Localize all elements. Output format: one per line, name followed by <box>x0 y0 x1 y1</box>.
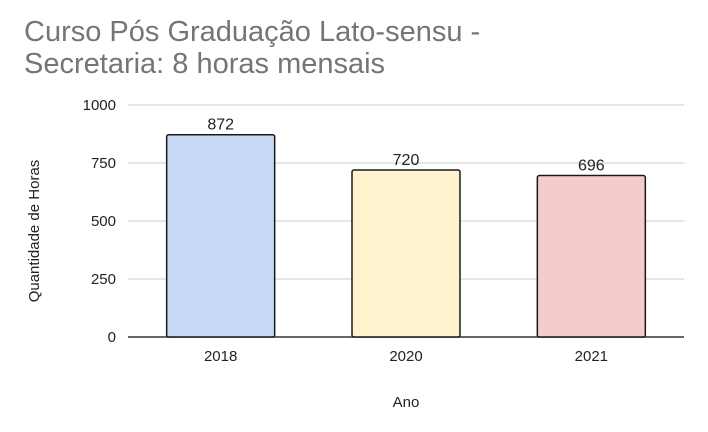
bar-value-label: 872 <box>207 117 234 134</box>
x-tick-label: 2018 <box>204 348 237 365</box>
x-axis-title: Ano <box>393 394 420 411</box>
bar-value-label: 696 <box>578 158 605 175</box>
chart-title-line-1: Curso Pós Graduação Lato-sensu - <box>24 16 481 48</box>
y-tick-label: 500 <box>91 213 116 230</box>
y-axis-ticks: 0 250 500 750 1000 <box>83 97 116 346</box>
y-tick-label: 1000 <box>83 97 116 114</box>
y-tick-label: 250 <box>91 271 116 288</box>
bar-value-label: 720 <box>393 152 420 169</box>
x-tick-label: 2021 <box>575 348 608 365</box>
bar-value-labels: 872 720 696 <box>207 117 604 175</box>
bar <box>536 174 647 338</box>
y-axis-title: Quantidade de Horas <box>26 160 43 303</box>
bars <box>165 133 647 338</box>
x-axis-ticks: 2018 2020 2021 <box>204 348 608 365</box>
bar <box>165 133 276 338</box>
chart-title-line-2: Secretaria: 8 horas mensais <box>24 48 386 80</box>
chart-title: Curso Pós Graduação Lato-sensu - Secreta… <box>24 16 480 80</box>
bar <box>351 169 461 338</box>
y-tick-label: 0 <box>108 329 116 346</box>
y-tick-label: 750 <box>91 155 116 172</box>
x-tick-label: 2020 <box>389 348 422 365</box>
